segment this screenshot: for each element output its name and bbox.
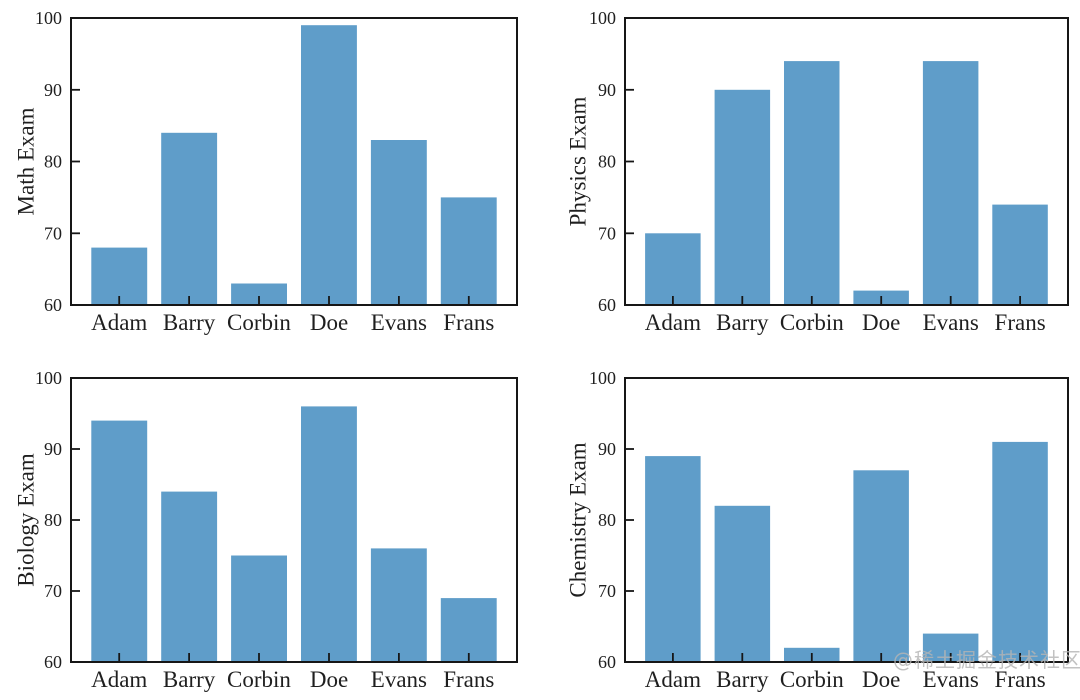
y-axis-label: Chemistry Exam [566, 442, 591, 597]
y-tick-label: 80 [44, 510, 62, 530]
y-tick-label: 70 [44, 223, 62, 243]
x-tick-label: Evans [371, 667, 427, 692]
y-tick-label: 70 [598, 223, 616, 243]
y-tick-label: 60 [598, 652, 616, 672]
x-tick-label: Barry [163, 310, 216, 335]
x-tick-label: Barry [716, 310, 769, 335]
y-axis-label: Physics Exam [566, 97, 591, 227]
bar-corbin [784, 61, 840, 305]
x-tick-label: Frans [995, 310, 1046, 335]
math-exam-chart: 60 70 80 90 100 Adam Barry Corbin Doe Evans Frans M… [14, 8, 518, 335]
bar-evans [370, 548, 427, 662]
bar-adam [91, 420, 148, 662]
x-tick-label: Frans [995, 667, 1046, 692]
y-tick-label: 100 [589, 8, 616, 28]
x-tick-label: Evans [923, 310, 979, 335]
bar-doe [301, 25, 357, 305]
x-tick-label: Barry [716, 667, 769, 692]
y-tick-label: 60 [598, 295, 616, 315]
x-tick-label: Corbin [227, 310, 291, 335]
x-tick-label: Doe [862, 310, 900, 335]
y-tick-label: 90 [44, 439, 62, 459]
y-tick-label: 100 [589, 368, 616, 388]
bar-corbin [231, 283, 287, 305]
y-tick-label: 90 [598, 439, 616, 459]
bar-evans [922, 61, 979, 305]
subplot-physics-exam: 60 70 80 90 100 Adam Barry Corbin Doe Evans Frans P… [540, 0, 1080, 350]
watermark-text: 60 70 80 90 100 Adam Barry Corbin Doe Evans Frans C… [566, 368, 1069, 692]
y-tick-label: 100 [35, 368, 62, 388]
x-tick-label: Doe [310, 667, 348, 692]
bar-doe [853, 470, 909, 662]
x-tick-label: Adam [645, 667, 701, 692]
x-tick-label: Doe [310, 310, 348, 335]
y-tick-label: 90 [44, 80, 62, 100]
bar-adam [91, 247, 148, 305]
x-tick-label: Evans [923, 667, 979, 692]
y-tick-label: 80 [598, 152, 616, 172]
y-axis-label: Math Exam [14, 107, 39, 215]
bar-frans [992, 441, 1048, 662]
bar-doe [301, 406, 357, 662]
x-tick-label: Barry [163, 667, 216, 692]
x-tick-label: Frans [443, 667, 494, 692]
x-tick-label: Adam [91, 667, 147, 692]
y-tick-label: 100 [35, 8, 62, 28]
y-tick-label: 70 [44, 581, 62, 601]
bar-evans [370, 140, 427, 305]
subplot-biology-exam: 60 70 80 90 100 Adam Barry Corbin Doe Evans Frans B… [0, 350, 540, 700]
y-tick-label: 60 [44, 652, 62, 672]
x-tick-label: Corbin [780, 667, 844, 692]
x-tick-label: Adam [91, 310, 147, 335]
y-tick-label: 80 [44, 152, 62, 172]
y-tick-label: 90 [598, 80, 616, 100]
biology-exam-chart: 60 70 80 90 100 Adam Barry Corbin Doe Evans Frans B… [14, 368, 518, 692]
subplot-math-exam: 60 70 80 90 100 Adam Barry Corbin Doe Evans Frans M… [0, 0, 540, 350]
x-tick-label: Frans [443, 310, 494, 335]
x-tick-label: Adam [645, 310, 701, 335]
bar-frans [992, 204, 1048, 305]
y-axis-label: Biology Exam [14, 453, 39, 587]
bar-frans [440, 598, 497, 662]
x-tick-label: Corbin [780, 310, 844, 335]
physics-exam-chart: 60 70 80 90 100 Adam Barry Corbin Doe Evans Frans P… [566, 8, 1069, 335]
bar-barry [161, 132, 218, 305]
bar-corbin [231, 555, 287, 662]
bar-barry [714, 505, 771, 662]
x-tick-label: Corbin [227, 667, 291, 692]
x-tick-label: Evans [371, 310, 427, 335]
bar-adam [645, 233, 701, 306]
bar-barry [714, 89, 771, 306]
y-tick-label: 70 [598, 581, 616, 601]
bar-adam [645, 456, 701, 662]
x-tick-label: Doe [862, 667, 900, 692]
y-tick-label: 60 [44, 295, 62, 315]
subplot-chemistry-exam: 60 70 80 90 100 Adam Barry Corbin Doe Evans Frans C… [540, 350, 1080, 700]
y-tick-label: 80 [598, 510, 616, 530]
bar-barry [161, 491, 218, 662]
bar-frans [440, 197, 497, 305]
